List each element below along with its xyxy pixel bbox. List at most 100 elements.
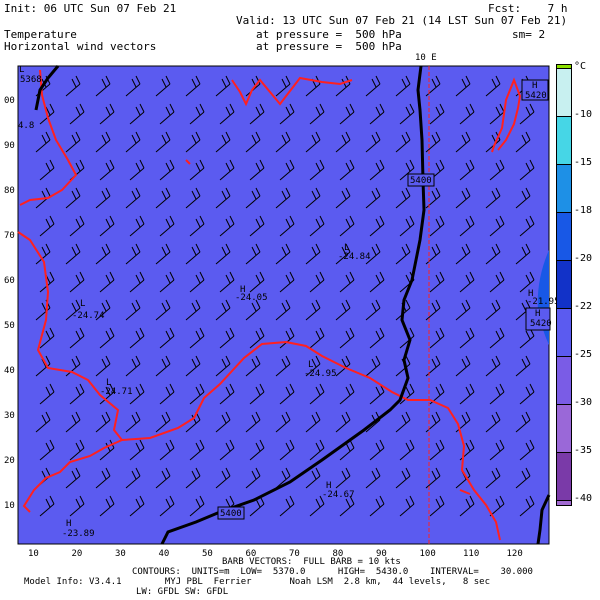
wind-barb: [339, 327, 355, 349]
wind-barb: [219, 271, 235, 293]
contour-label-text: 5400: [410, 176, 432, 186]
center-letter: L: [308, 360, 313, 370]
wind-barb: [459, 495, 475, 517]
wind-barb: [429, 495, 445, 517]
x-tick-label: 10: [28, 549, 39, 559]
wind-barb: [309, 439, 325, 461]
wind-barb: [245, 187, 261, 209]
wind-barb: [219, 159, 235, 181]
wind-barb: [65, 355, 81, 377]
wind-barb: [485, 355, 501, 377]
forecast-hour: Fcst: 7 h: [488, 2, 568, 15]
colorbar-tick-label: -30: [574, 397, 593, 408]
wind-barb: [159, 327, 175, 349]
wind-barb: [69, 103, 85, 125]
wind-barb: [219, 215, 235, 237]
wind-barb: [369, 215, 385, 237]
wind-barb: [279, 215, 295, 237]
wind-barb: [339, 159, 355, 181]
wind-barb: [369, 103, 385, 125]
wind-barb: [335, 411, 351, 433]
wind-barb: [399, 215, 415, 237]
wind-barb: [459, 215, 475, 237]
wind-barb: [395, 411, 411, 433]
wind-barb: [369, 271, 385, 293]
wind-barb: [335, 243, 351, 265]
wind-barb: [185, 131, 201, 153]
colorbar-tick-label: -18: [574, 205, 593, 216]
wind-barb: [125, 131, 141, 153]
field-temperature-level: at pressure = 500 hPa: [256, 28, 402, 41]
field-wind-level: at pressure = 500 hPa: [256, 40, 402, 53]
wind-barb: [489, 439, 505, 461]
center-letter: L: [106, 378, 111, 388]
center-letter: H: [326, 481, 331, 491]
wind-barb: [129, 383, 145, 405]
wind-barb: [125, 243, 141, 265]
wind-barb: [65, 243, 81, 265]
wind-barb: [275, 187, 291, 209]
contour-label-text: 5368: [20, 75, 42, 85]
wind-barb: [249, 327, 265, 349]
wind-barb: [425, 299, 441, 321]
wind-barb: [279, 439, 295, 461]
wind-barb: [99, 103, 115, 125]
wind-barb: [129, 159, 145, 181]
wind-barb: [99, 271, 115, 293]
smoothing-label: sm= 2: [512, 28, 546, 41]
wind-barb: [489, 215, 505, 237]
colorbar-segment: [556, 308, 572, 358]
wind-barb: [305, 131, 321, 153]
x-tick-label: 70: [289, 549, 300, 559]
model-info: Model Info: V3.4.1 MYJ PBL Ferrier Noah …: [24, 577, 490, 587]
y-tick-label: 60: [4, 276, 15, 286]
wind-barb: [189, 103, 205, 125]
wind-barb: [249, 439, 265, 461]
wind-barb: [219, 439, 235, 461]
wind-barb: [155, 131, 171, 153]
wind-barb: [335, 299, 351, 321]
wind-barb: [189, 495, 205, 517]
wind-barb: [275, 355, 291, 377]
wind-barb: [425, 411, 441, 433]
wind-barb: [459, 383, 475, 405]
wind-barb: [395, 467, 411, 489]
wind-barb: [155, 243, 171, 265]
wind-barb: [129, 439, 145, 461]
wind-barb: [65, 75, 81, 97]
wind-barb: [309, 495, 325, 517]
x-tick-label: 50: [202, 549, 213, 559]
center-value: -23.89: [62, 529, 95, 539]
wind-barb: [39, 439, 55, 461]
colorbar-segment: [556, 452, 572, 502]
colorbar-tick-label: -15: [574, 157, 593, 168]
wind-barb: [519, 159, 535, 181]
wind-barb: [455, 299, 471, 321]
y-tick-label: 90: [4, 141, 15, 151]
wind-barb: [455, 75, 471, 97]
wind-barb: [455, 187, 471, 209]
wind-barb: [369, 159, 385, 181]
center-value: -24.95: [304, 369, 337, 379]
x-tick-label: 20: [72, 549, 83, 559]
wind-barb: [69, 271, 85, 293]
center-letter: L: [344, 243, 349, 253]
valid-time: Valid: 13 UTC Sun 07 Feb 21 (14 LST Sun …: [236, 14, 568, 27]
wind-barb: [425, 187, 441, 209]
wind-barb: [159, 383, 175, 405]
wind-barb: [309, 159, 325, 181]
axis-ticks: 10 20 30 40 50 60 70 80 90 100 110 120 10 20 30 40 50 60 7…: [4, 96, 523, 559]
wind-barb: [129, 271, 145, 293]
wind-barb: [249, 271, 265, 293]
wind-barb: [399, 103, 415, 125]
wind-barb: [125, 411, 141, 433]
field-temperature-label: Temperature: [4, 28, 77, 41]
wind-barb: [519, 103, 535, 125]
wind-barb: [69, 495, 85, 517]
wind-barb: [39, 383, 55, 405]
wind-barb: [335, 467, 351, 489]
x-tick-label: 100: [420, 549, 436, 559]
wind-barb: [155, 299, 171, 321]
wind-barb: [335, 187, 351, 209]
wind-barb: [185, 75, 201, 97]
